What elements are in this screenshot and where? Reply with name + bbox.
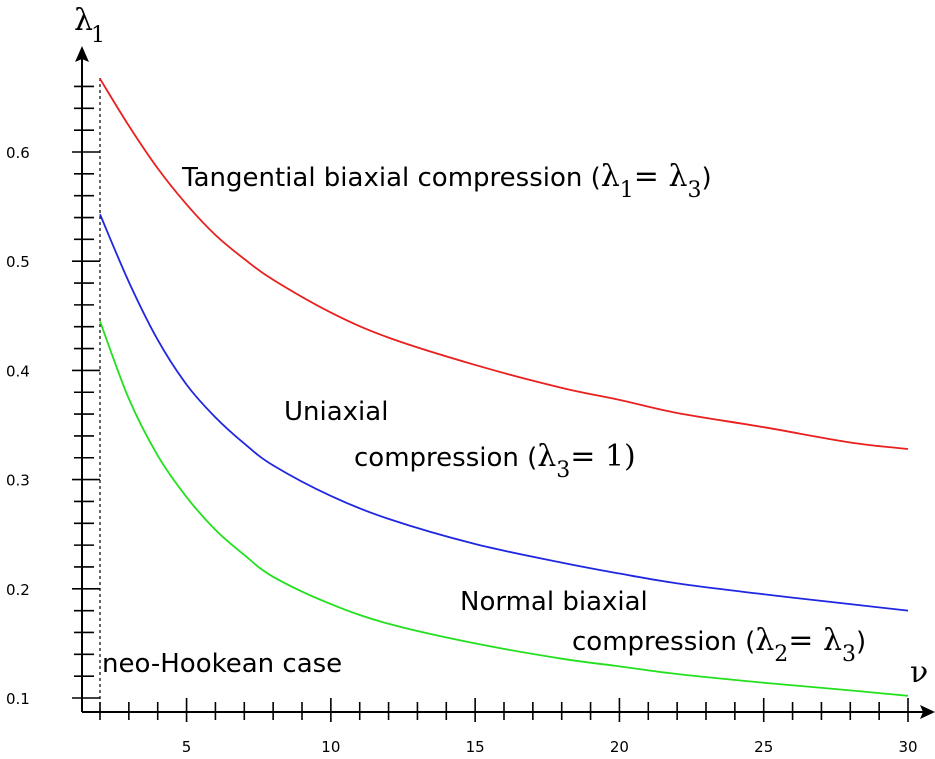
x-axis-label: ν [910, 655, 928, 690]
y-tick-label: 0.6 [6, 144, 30, 162]
y-axis-label: λ [74, 3, 93, 38]
x-tick-label: 20 [610, 738, 629, 756]
series-label-tangential-close: ) [701, 163, 711, 193]
series-label-uniaxial-line1: Uniaxial [284, 397, 388, 427]
reference-line-label: neo-Hookean case [102, 649, 342, 679]
x-tick-label: 5 [182, 738, 192, 756]
annotations: λ 1 ν neo-Hookean case Tangential biaxia… [74, 3, 928, 690]
series-line-uniaxial [99, 213, 909, 612]
series-line-normal [99, 320, 909, 697]
y-axis-label-subscript: 1 [91, 23, 105, 48]
series-label-normal-close: ) [856, 627, 866, 657]
y-tick-label: 0.4 [6, 362, 30, 380]
x-tick-label: 15 [466, 738, 485, 756]
y-tick-label: 0.3 [6, 472, 30, 490]
x-tick-label: 30 [898, 738, 917, 756]
series-label-normal-eq: = [788, 623, 823, 658]
series-label-uniaxial-eq: = 1) [570, 439, 635, 474]
x-tick-label: 25 [754, 738, 773, 756]
series-label-uniaxial-line2: compression (λ3= 1) [354, 439, 636, 483]
series-label-normal-line2: compression (λ2= λ3) [572, 623, 866, 667]
series-label-tangential-text: Tangential biaxial compression ( [181, 163, 601, 193]
y-tick-label: 0.1 [6, 690, 30, 708]
series-label-uniaxial-lambda: λ [537, 439, 556, 474]
series-label-uniaxial-sub: 3 [556, 458, 570, 483]
series-label-tangential-sub-b: 3 [687, 178, 701, 203]
series-label-uniaxial-text: compression ( [354, 443, 537, 473]
series-label-normal-line1: Normal biaxial [460, 587, 648, 617]
series-label-normal-lambda-a: λ [755, 623, 774, 658]
series-label-normal-sub-b: 3 [842, 642, 856, 667]
series-label-normal-lambda-b: λ [823, 623, 842, 658]
series-label-normal-text: compression ( [572, 627, 755, 657]
series-label-tangential-sub-a: 1 [620, 178, 634, 203]
series-line-tangential [99, 78, 909, 450]
x-tick-label: 10 [321, 738, 340, 756]
axes: 0.1 0.2 0.3 0.4 0.5 0.6 5 10 15 20 25 30 [6, 46, 935, 756]
series-label-normal-sub-a: 2 [774, 642, 788, 667]
series-label-tangential: Tangential biaxial compression (λ1= λ3) [181, 159, 712, 203]
series-label-tangential-lambda-a: λ [601, 159, 620, 194]
series-label-tangential-lambda-b: λ [668, 159, 687, 194]
y-axis-arrow [75, 46, 89, 62]
series-lines [99, 78, 909, 697]
x-axis-arrow [920, 705, 935, 719]
series-label-tangential-eq: = [634, 159, 669, 194]
y-tick-label: 0.5 [6, 253, 30, 271]
y-tick-label: 0.2 [6, 581, 30, 599]
